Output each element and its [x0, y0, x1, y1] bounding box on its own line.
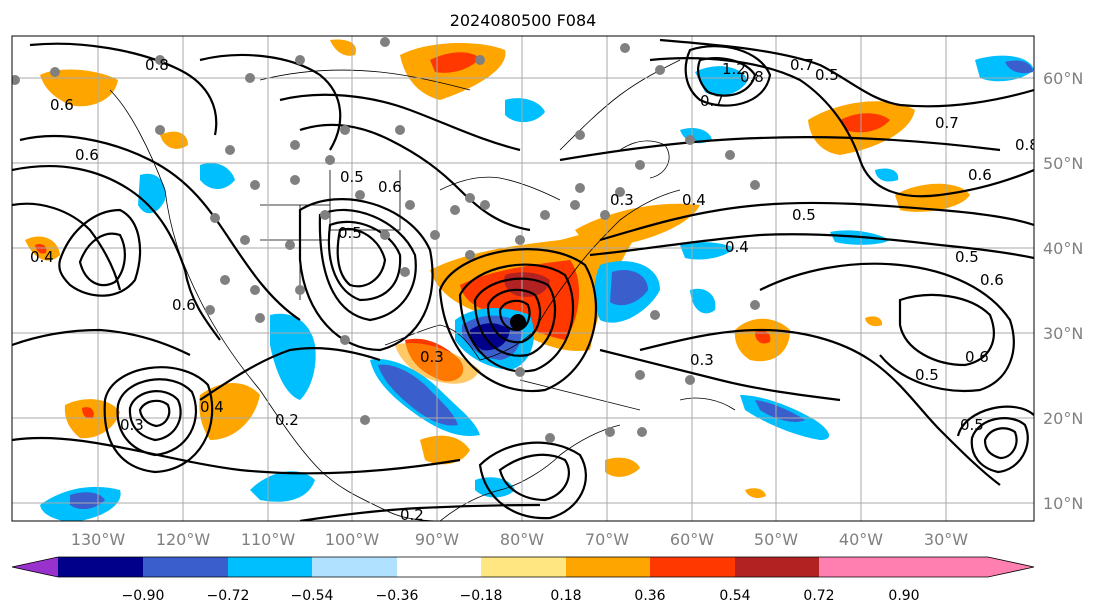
lon-tick-label: 110°W: [241, 530, 296, 549]
contour-label: 0.8: [740, 68, 764, 86]
colorbar-segment: [143, 557, 228, 577]
contour-label: 0.5: [915, 366, 939, 384]
colorbar-tick-label: −0.72: [207, 588, 250, 604]
colorbar-high-extension: [819, 557, 1034, 577]
contour-label: 0.8: [145, 56, 169, 74]
colorbar-tick-label: −0.18: [460, 588, 503, 604]
lon-tick-label: 80°W: [500, 530, 544, 549]
contour-label: 0.6: [965, 348, 989, 366]
lon-tick-label: 100°W: [325, 530, 380, 549]
colorbar-tick-label: 0.18: [550, 588, 581, 604]
lon-tick-label: 90°W: [415, 530, 459, 549]
graticule: [12, 36, 1034, 521]
contour-label: 0.5: [960, 416, 984, 434]
lon-tick-label: 70°W: [585, 530, 629, 549]
contour-label: 0.3: [610, 191, 634, 209]
contour-label: 0.7: [700, 92, 724, 110]
lon-tick-label: 130°W: [71, 530, 126, 549]
map-frame: [11, 35, 1035, 522]
contour-label: 0.3: [420, 348, 444, 366]
map-panel: 1.2 0.8 0.7 0.6 0.5 0.4 0.3 0.2 0.8 0.6 …: [11, 35, 1039, 524]
lon-tick-label: 50°W: [754, 530, 798, 549]
contour-label: 0.7: [935, 114, 959, 132]
lon-tick-label: 120°W: [156, 530, 211, 549]
colorbar-tick-label: 0.54: [719, 588, 750, 604]
contour-label: 0.5: [955, 248, 979, 266]
colorbar-outline: [11, 556, 1035, 578]
contour-label: 0.3: [690, 351, 714, 369]
contour-lines: [12, 38, 1034, 521]
lat-tick-label: 30°N: [1043, 324, 1083, 343]
longitude-axis: 130°W 120°W 110°W 100°W 90°W 80°W 70°W 6…: [71, 530, 968, 549]
colorbar-segment: [228, 557, 312, 577]
contour-label: 0.8: [1015, 136, 1039, 154]
colorbar-segment: [566, 557, 650, 577]
colorbar-segment: [58, 557, 143, 577]
colorbar-segment: [481, 557, 566, 577]
contour-label: 0.4: [200, 398, 224, 416]
colorbar-segment: [397, 557, 481, 577]
colorbar-tick-label: −0.36: [376, 588, 419, 604]
contour-label: 0.2: [275, 411, 299, 429]
map-title: 2024080500 F084: [450, 11, 597, 30]
colorbar: −0.90 −0.72 −0.54 −0.36 −0.18 0.18 0.36 …: [11, 556, 1035, 604]
storm-center-marker: [510, 314, 526, 330]
lat-tick-label: 40°N: [1043, 239, 1083, 258]
contour-label: 0.4: [682, 191, 706, 209]
contour-label: 0.7: [790, 56, 814, 74]
lat-tick-label: 20°N: [1043, 409, 1083, 428]
contour-label: 0.6: [980, 271, 1004, 289]
colorbar-tick-label: 0.36: [634, 588, 665, 604]
contour-label: 0.6: [968, 166, 992, 184]
colorbar-segment: [650, 557, 735, 577]
contour-label: 0.6: [172, 296, 196, 314]
colorbar-tick-label: −0.54: [291, 588, 334, 604]
colorbar-segment: [312, 557, 397, 577]
contour-label: 1.2: [722, 60, 746, 78]
contour-label: 0.4: [725, 238, 749, 256]
contour-label: 0.6: [50, 96, 74, 114]
lon-tick-label: 40°W: [839, 530, 883, 549]
colorbar-tick-label: −0.90: [122, 588, 165, 604]
lon-tick-label: 30°W: [924, 530, 968, 549]
lat-tick-label: 60°N: [1043, 69, 1083, 88]
contour-label: 0.6: [75, 146, 99, 164]
lon-tick-label: 60°W: [670, 530, 714, 549]
colorbar-tick-label: 0.90: [888, 588, 919, 604]
contour-label: 0.4: [30, 248, 54, 266]
contour-label: 0.5: [792, 206, 816, 224]
latitude-axis: 60°N 50°N 40°N 30°N 20°N 10°N: [1043, 69, 1083, 513]
contour-label: 0.3: [120, 416, 144, 434]
contour-label: 0.5: [338, 224, 362, 242]
colorbar-tick-label: 0.72: [803, 588, 834, 604]
contour-label: 0.6: [378, 178, 402, 196]
station-markers: [12, 37, 760, 443]
lat-tick-label: 10°N: [1043, 494, 1083, 513]
contour-label: 0.5: [815, 66, 839, 84]
colorbar-segment: [735, 557, 819, 577]
contour-label-group: 1.2 0.8 0.7 0.6 0.5 0.4 0.3 0.2 0.8 0.6 …: [30, 56, 1039, 524]
contour-label: 0.2: [400, 506, 424, 524]
lat-tick-label: 50°N: [1043, 154, 1083, 173]
colorbar-low-extension: [12, 557, 58, 577]
contour-label: 0.5: [340, 168, 364, 186]
